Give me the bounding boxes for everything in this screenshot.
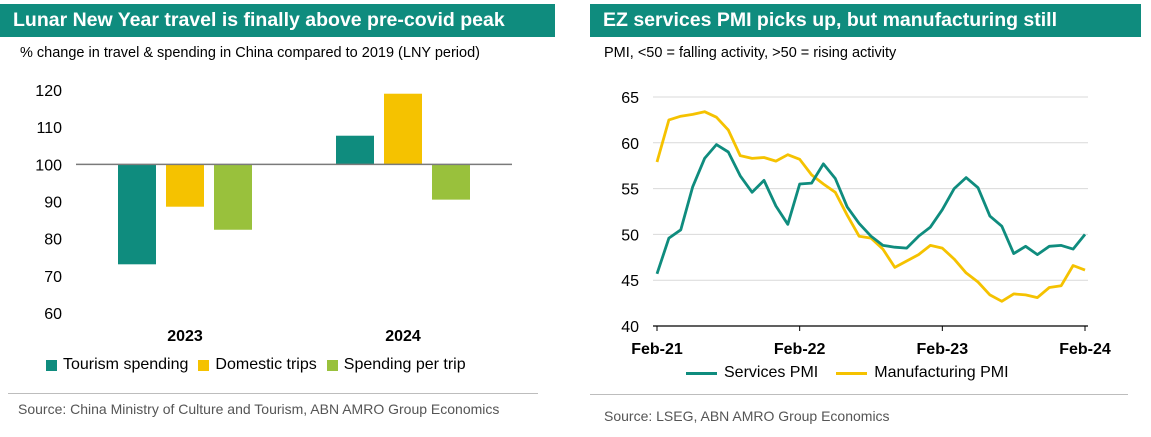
y-tick-label: 50 <box>621 227 639 244</box>
y-tick-label: 100 <box>35 157 62 174</box>
y-tick-label: 90 <box>44 195 62 212</box>
left-chart-subtitle: % change in travel & spending in China c… <box>20 45 480 61</box>
bar-domestic-trips-2024 <box>384 93 422 165</box>
left-divider <box>8 393 538 394</box>
bar-spending-per-trip-2024 <box>432 164 470 200</box>
legend-line-swatch <box>686 371 717 375</box>
x-tick-label: Feb-23 <box>917 341 969 358</box>
y-tick-label: 120 <box>35 83 62 100</box>
x-category-label: 2023 <box>167 328 203 345</box>
legend-line-swatch <box>836 371 868 375</box>
x-tick-label: Feb-21 <box>631 341 683 358</box>
legend-item-domestic-trips: Domestic trips <box>198 356 317 374</box>
legend-label: Spending per trip <box>343 356 466 373</box>
y-tick-label: 110 <box>36 120 62 137</box>
right-chart-panel: EZ services PMI picks up, but manufactur… <box>588 0 1151 437</box>
y-tick-label: 70 <box>44 269 62 286</box>
y-tick-label: 80 <box>44 232 62 249</box>
legend-label: Tourism spending <box>63 356 189 373</box>
bar-domestic-trips-2023 <box>166 164 204 207</box>
y-tick-label: 60 <box>44 306 62 323</box>
right-chart-title: EZ services PMI picks up, but manufactur… <box>590 4 1141 37</box>
legend-swatch <box>46 359 57 371</box>
bar-chart-legend: Tourism spending Domestic trips Spending p… <box>46 356 476 374</box>
y-tick-label: 45 <box>621 273 639 290</box>
legend-item-tourism-spending: Tourism spending <box>46 356 188 374</box>
bar-chart: 60 70 80 90 100 110 120 2023 2024 <box>35 83 512 345</box>
right-chart-subtitle: PMI, <50 = falling activity, >50 = risin… <box>604 45 897 61</box>
y-tick-label: 65 <box>621 90 639 107</box>
legend-label: Manufacturing PMI <box>874 364 1009 381</box>
right-source-note: Source: LSEG, ABN AMRO Group Economics <box>604 408 890 424</box>
legend-label: Services PMI <box>724 364 819 381</box>
line-chart-legend: Services PMI Manufacturing PMI <box>686 364 1027 382</box>
legend-item-services-pmi: Services PMI <box>686 364 818 382</box>
x-tick-label: Feb-24 <box>1059 341 1111 358</box>
x-category-label: 2024 <box>385 328 421 345</box>
legend-item-manufacturing-pmi: Manufacturing PMI <box>836 364 1009 382</box>
y-tick-label: 40 <box>621 319 639 336</box>
x-tick-label: Feb-22 <box>774 341 826 358</box>
right-divider <box>590 394 1128 395</box>
bar-spending-per-trip-2023 <box>214 164 252 230</box>
legend-item-spending-per-trip: Spending per trip <box>326 356 466 374</box>
bar-tourism-spending-2023 <box>118 164 156 265</box>
legend-swatch <box>198 359 210 371</box>
line-chart: 40 45 50 55 60 65 Feb-21 Feb-22 Feb-23 Feb-24 <box>621 90 1111 358</box>
series-line-services-pmi <box>655 143 1087 275</box>
y-tick-label: 55 <box>621 182 639 199</box>
legend-swatch <box>326 359 338 371</box>
left-source-note: Source: China Ministry of Culture and To… <box>18 401 500 417</box>
left-chart-title: Lunar New Year travel is finally above p… <box>0 4 555 37</box>
series-line-manufacturing-pmi <box>655 110 1086 303</box>
bar-tourism-spending-2024 <box>336 135 374 165</box>
y-tick-label: 60 <box>621 136 639 153</box>
left-chart-panel: Lunar New Year travel is finally above p… <box>0 0 562 437</box>
legend-label: Domestic trips <box>215 356 317 373</box>
